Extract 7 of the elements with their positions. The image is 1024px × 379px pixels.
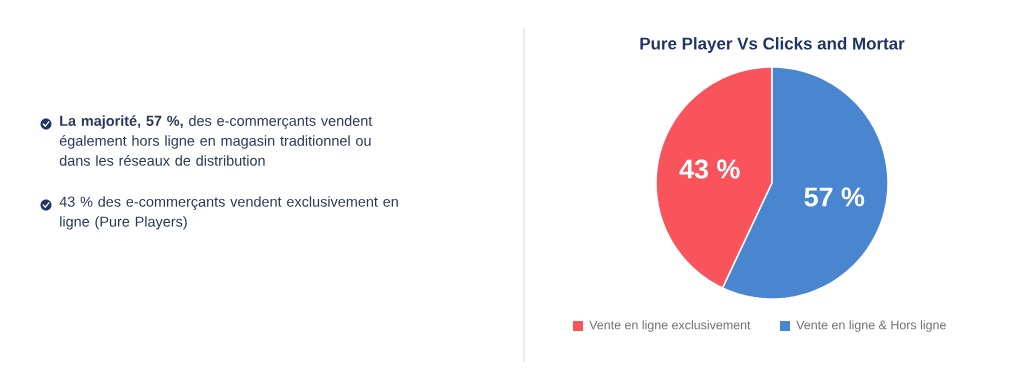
legend-label: Vente en ligne exclusivement [589,320,751,332]
text: 43 % des e-commerçants vendent exclusivement en ligne (Pure Players) [59,196,398,230]
text: La majorité, 57 %, des e-commerçants vendent également hors ligne en magasin traditionnel ou dans les réseaux de distribution [59,115,373,166]
data-label: 57 % [804,187,865,207]
legend-label: Vente en ligne & Hors ligne [796,320,946,332]
chart-title: Pure Player Vs Clicks and Mortar [640,37,905,53]
data-label: 43 % [679,159,740,179]
